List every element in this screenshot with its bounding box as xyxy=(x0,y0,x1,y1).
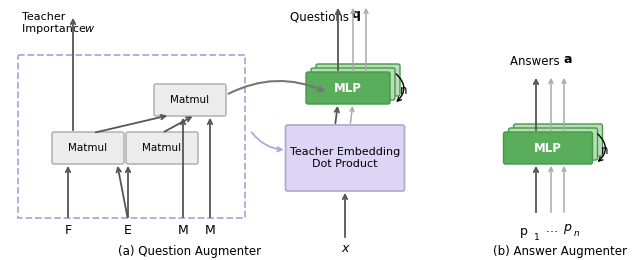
Text: x: x xyxy=(341,242,349,255)
FancyBboxPatch shape xyxy=(504,132,593,164)
FancyBboxPatch shape xyxy=(154,84,226,116)
Text: Matmul: Matmul xyxy=(170,95,209,105)
Text: 1: 1 xyxy=(534,232,540,242)
FancyBboxPatch shape xyxy=(306,72,390,104)
Text: n: n xyxy=(400,83,408,96)
Text: MLP: MLP xyxy=(534,141,562,154)
Text: (b) Answer Augmenter: (b) Answer Augmenter xyxy=(493,245,627,258)
Text: M: M xyxy=(178,224,188,237)
Text: Answers: Answers xyxy=(510,55,563,68)
Text: Teacher Embedding
Dot Product: Teacher Embedding Dot Product xyxy=(290,147,400,169)
Text: n: n xyxy=(600,144,608,157)
Text: M: M xyxy=(205,224,216,237)
Text: Teacher: Teacher xyxy=(22,12,65,22)
FancyBboxPatch shape xyxy=(513,124,602,156)
Text: F: F xyxy=(65,224,72,237)
Bar xyxy=(18,55,245,218)
Text: Questions: Questions xyxy=(290,10,353,23)
FancyBboxPatch shape xyxy=(311,68,395,100)
Text: a: a xyxy=(564,53,573,66)
Text: E: E xyxy=(124,224,132,237)
FancyBboxPatch shape xyxy=(52,132,124,164)
Text: Matmul: Matmul xyxy=(68,143,108,153)
Text: MLP: MLP xyxy=(334,81,362,94)
FancyBboxPatch shape xyxy=(316,64,400,96)
Text: n: n xyxy=(574,230,580,238)
Text: Importance: Importance xyxy=(22,24,90,34)
Text: (a) Question Augmenter: (a) Question Augmenter xyxy=(118,245,262,258)
FancyBboxPatch shape xyxy=(509,128,598,160)
Text: p: p xyxy=(520,225,528,238)
Text: ...: ... xyxy=(546,222,562,235)
Text: Matmul: Matmul xyxy=(143,143,182,153)
Text: p: p xyxy=(563,222,571,235)
FancyBboxPatch shape xyxy=(126,132,198,164)
FancyBboxPatch shape xyxy=(285,125,404,191)
Text: q: q xyxy=(352,8,361,21)
Text: w: w xyxy=(84,24,93,34)
